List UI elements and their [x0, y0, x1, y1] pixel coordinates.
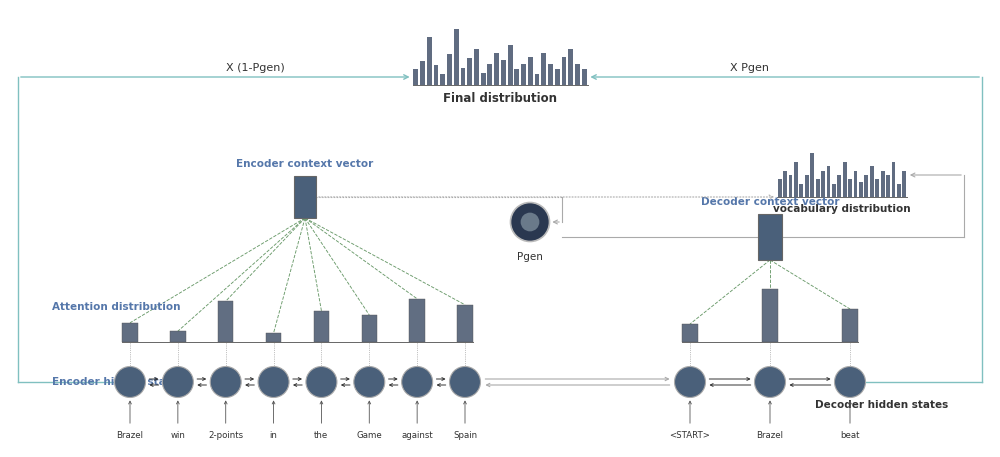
Bar [562, 57, 566, 85]
Text: <START>: <START> [670, 430, 710, 440]
Bar [467, 58, 472, 85]
Bar [514, 69, 519, 85]
Bar [810, 153, 814, 197]
Bar [821, 170, 825, 197]
Bar [842, 309, 858, 342]
Circle shape [306, 367, 337, 398]
Bar [440, 74, 445, 85]
Bar [454, 29, 459, 85]
Bar [881, 170, 885, 197]
Text: Brazel: Brazel [116, 430, 144, 440]
Bar [837, 175, 841, 197]
Bar [362, 315, 377, 342]
Bar [266, 333, 281, 342]
Text: Decoder hidden states: Decoder hidden states [815, 400, 948, 410]
Bar [870, 166, 874, 197]
Bar [575, 64, 580, 85]
Bar [568, 48, 573, 85]
Bar [548, 64, 553, 85]
Text: in: in [270, 430, 278, 440]
Text: beat: beat [840, 430, 860, 440]
Text: Decoder context vector: Decoder context vector [701, 197, 839, 207]
Bar [758, 214, 782, 260]
Circle shape [755, 367, 786, 398]
Bar [170, 331, 186, 342]
Text: Brazel: Brazel [757, 430, 784, 440]
Bar [413, 69, 418, 85]
Bar [494, 53, 499, 85]
Bar [854, 170, 857, 197]
Bar [778, 180, 782, 197]
Bar [555, 69, 560, 85]
Bar [897, 184, 901, 197]
Bar [427, 37, 432, 85]
Bar [521, 64, 526, 85]
Bar [892, 162, 895, 197]
Bar [434, 65, 438, 85]
Bar [487, 64, 492, 85]
Bar [535, 74, 539, 85]
Bar [314, 311, 329, 342]
Text: Pgen: Pgen [517, 251, 543, 261]
Circle shape [210, 367, 241, 398]
Bar [864, 175, 868, 197]
Circle shape [674, 367, 706, 398]
Bar [294, 176, 316, 218]
Bar [420, 62, 425, 85]
Circle shape [114, 367, 146, 398]
Bar [875, 180, 879, 197]
Bar [122, 323, 138, 342]
Bar [827, 166, 830, 197]
Text: X Pgen: X Pgen [730, 63, 770, 73]
Bar [783, 170, 787, 197]
Bar [447, 54, 452, 85]
Bar [481, 73, 486, 85]
Bar [461, 68, 465, 85]
Text: Encoder hidden states: Encoder hidden states [52, 377, 184, 387]
Bar [218, 301, 233, 342]
Text: Spain: Spain [453, 430, 477, 440]
Bar [541, 53, 546, 85]
Bar [848, 180, 852, 197]
Text: X (1-Pgen): X (1-Pgen) [226, 63, 284, 73]
Text: Final distribution: Final distribution [443, 92, 557, 105]
Bar [799, 184, 803, 197]
Circle shape [511, 202, 550, 241]
Bar [805, 175, 809, 197]
Bar [789, 175, 792, 197]
Bar [528, 57, 533, 85]
Circle shape [354, 367, 385, 398]
Bar [582, 69, 587, 85]
Circle shape [834, 367, 866, 398]
Bar [794, 162, 798, 197]
Text: win: win [170, 430, 185, 440]
Text: vocabulary distribution: vocabulary distribution [773, 204, 911, 214]
Circle shape [402, 367, 433, 398]
Bar [501, 60, 506, 85]
Text: Encoder context vector: Encoder context vector [236, 159, 374, 169]
Bar [762, 289, 778, 342]
Text: 2-points: 2-points [208, 430, 243, 440]
Bar [832, 184, 836, 197]
Text: Game: Game [356, 430, 382, 440]
Bar [457, 305, 473, 342]
Circle shape [450, 367, 481, 398]
Bar [902, 170, 906, 197]
Bar [816, 180, 820, 197]
Bar [843, 162, 847, 197]
Text: against: against [401, 430, 433, 440]
Bar [409, 299, 425, 342]
Bar [474, 48, 479, 85]
Bar [508, 45, 513, 85]
Circle shape [258, 367, 289, 398]
Bar [682, 324, 698, 342]
Circle shape [521, 213, 539, 231]
Bar [886, 175, 890, 197]
Circle shape [162, 367, 193, 398]
Text: the: the [314, 430, 329, 440]
Bar [859, 181, 863, 197]
Text: Attention distribution: Attention distribution [52, 302, 180, 312]
